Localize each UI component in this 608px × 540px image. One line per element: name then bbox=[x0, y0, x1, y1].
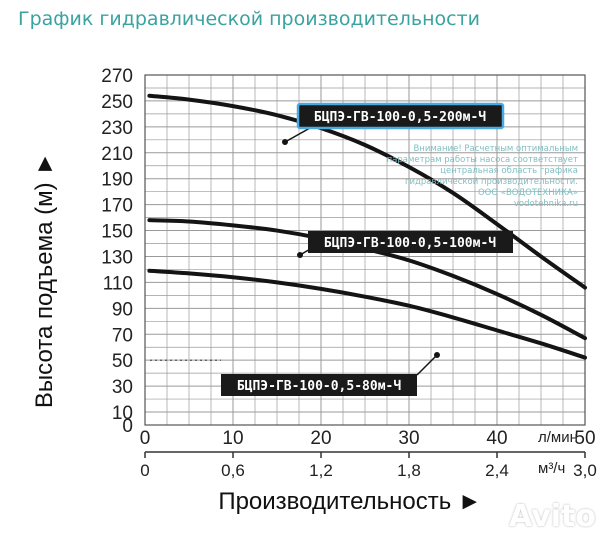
y-tick-label: 110 bbox=[103, 273, 133, 294]
label-leader-line bbox=[416, 354, 438, 376]
svg-text:ООО «ВОДОТЕХНИКА»: ООО «ВОДОТЕХНИКА» bbox=[478, 188, 578, 198]
y-tick-label: 230 bbox=[101, 118, 133, 139]
y-tick-label: 70 bbox=[112, 325, 133, 346]
x-tick-label-m3h: 1,8 bbox=[397, 461, 421, 480]
x-tick-label-m3h: 0 bbox=[140, 461, 149, 480]
series-label-200m: БЦПЭ-ГВ-100-0,5-200м-Ч bbox=[296, 102, 505, 130]
series-line-2 bbox=[147, 268, 587, 360]
svg-text:БЦПЭ-ГВ-100-0,5-100м-Ч: БЦПЭ-ГВ-100-0,5-100м-Ч bbox=[324, 236, 496, 251]
y-tick-label: 150 bbox=[101, 222, 133, 243]
y-tick-label: 130 bbox=[101, 247, 133, 268]
page-title: График гидравлической производительности bbox=[18, 8, 480, 30]
x-tick-labels-m3h: 0 0,6 1,2 1,8 2,4 3,0 bbox=[140, 452, 597, 480]
label-leader-dot bbox=[282, 139, 288, 145]
x-tick-labels-lmin: 0 10 20 30 40 50 bbox=[140, 428, 596, 449]
x-unit-m3h: м³/ч bbox=[538, 460, 565, 477]
series-label-100m: БЦПЭ-ГВ-100-0,5-100м-Ч bbox=[308, 231, 513, 253]
x-tick-label-lmin: 0 bbox=[140, 428, 151, 449]
x-tick-label-m3h: 1,2 bbox=[309, 461, 333, 480]
x-tick-label-lmin: 50 bbox=[574, 428, 595, 449]
y-tick-label: 0 bbox=[122, 416, 133, 437]
x-tick-label-lmin: 30 bbox=[398, 428, 419, 449]
label-leader-dot bbox=[434, 352, 440, 358]
watermark-logo: Avito bbox=[509, 499, 596, 534]
y-tick-label: 30 bbox=[112, 377, 133, 398]
y-tick-label: 250 bbox=[101, 92, 133, 113]
svg-text:vodotehnika.ru: vodotehnika.ru bbox=[514, 199, 578, 209]
y-tick-label: 90 bbox=[112, 299, 133, 320]
svg-text:БЦПЭ-ГВ-100-0,5-200м-Ч: БЦПЭ-ГВ-100-0,5-200м-Ч bbox=[314, 110, 486, 125]
series-label-80m: БЦПЭ-ГВ-100-0,5-80м-Ч bbox=[221, 374, 417, 396]
x-unit-lmin: л/мин bbox=[538, 429, 578, 446]
svg-text:параметрам работы насоса соотв: параметрам работы насоса соответствует bbox=[387, 155, 578, 165]
y-tick-label: 170 bbox=[101, 196, 133, 217]
x-tick-label-lmin: 20 bbox=[310, 428, 331, 449]
y-tick-label: 10 bbox=[112, 403, 133, 424]
y-tick-label: 210 bbox=[101, 144, 133, 165]
x-tick-label-lmin: 10 bbox=[222, 428, 243, 449]
svg-text:гидравлической производительно: гидравлической производительности. bbox=[405, 177, 578, 187]
svg-text:БЦПЭ-ГВ-100-0,5-80м-Ч: БЦПЭ-ГВ-100-0,5-80м-Ч bbox=[237, 379, 402, 394]
x-axis-title: Производительность ► bbox=[218, 488, 481, 515]
plot-frame bbox=[144, 74, 586, 426]
x-tick-label-m3h: 2,4 bbox=[485, 461, 509, 480]
label-leader-line bbox=[284, 127, 311, 143]
y-axis-title: Высота подъема (м) ► bbox=[31, 152, 58, 408]
y-tick-label: 190 bbox=[101, 170, 133, 191]
x-tick-label-m3h: 3,0 bbox=[573, 461, 597, 480]
x-tick-label-m3h: 0,6 bbox=[221, 461, 245, 480]
x-tick-label-lmin: 40 bbox=[486, 428, 507, 449]
y-tick-labels: 010 30 50 70 90 110 130 150 170 190 210 230 250 270 bbox=[101, 66, 133, 437]
svg-text:Внимание! Расчетным оптимальны: Внимание! Расчетным оптимальным bbox=[413, 144, 578, 154]
label-leader-dot bbox=[297, 252, 303, 258]
optimal-note: Внимание! Расчетным оптимальным параметр… bbox=[387, 144, 578, 209]
svg-text:центральная область графика: центральная область графика bbox=[440, 166, 578, 176]
y-tick-label: 270 bbox=[101, 66, 133, 87]
y-tick-label: 50 bbox=[112, 351, 133, 372]
